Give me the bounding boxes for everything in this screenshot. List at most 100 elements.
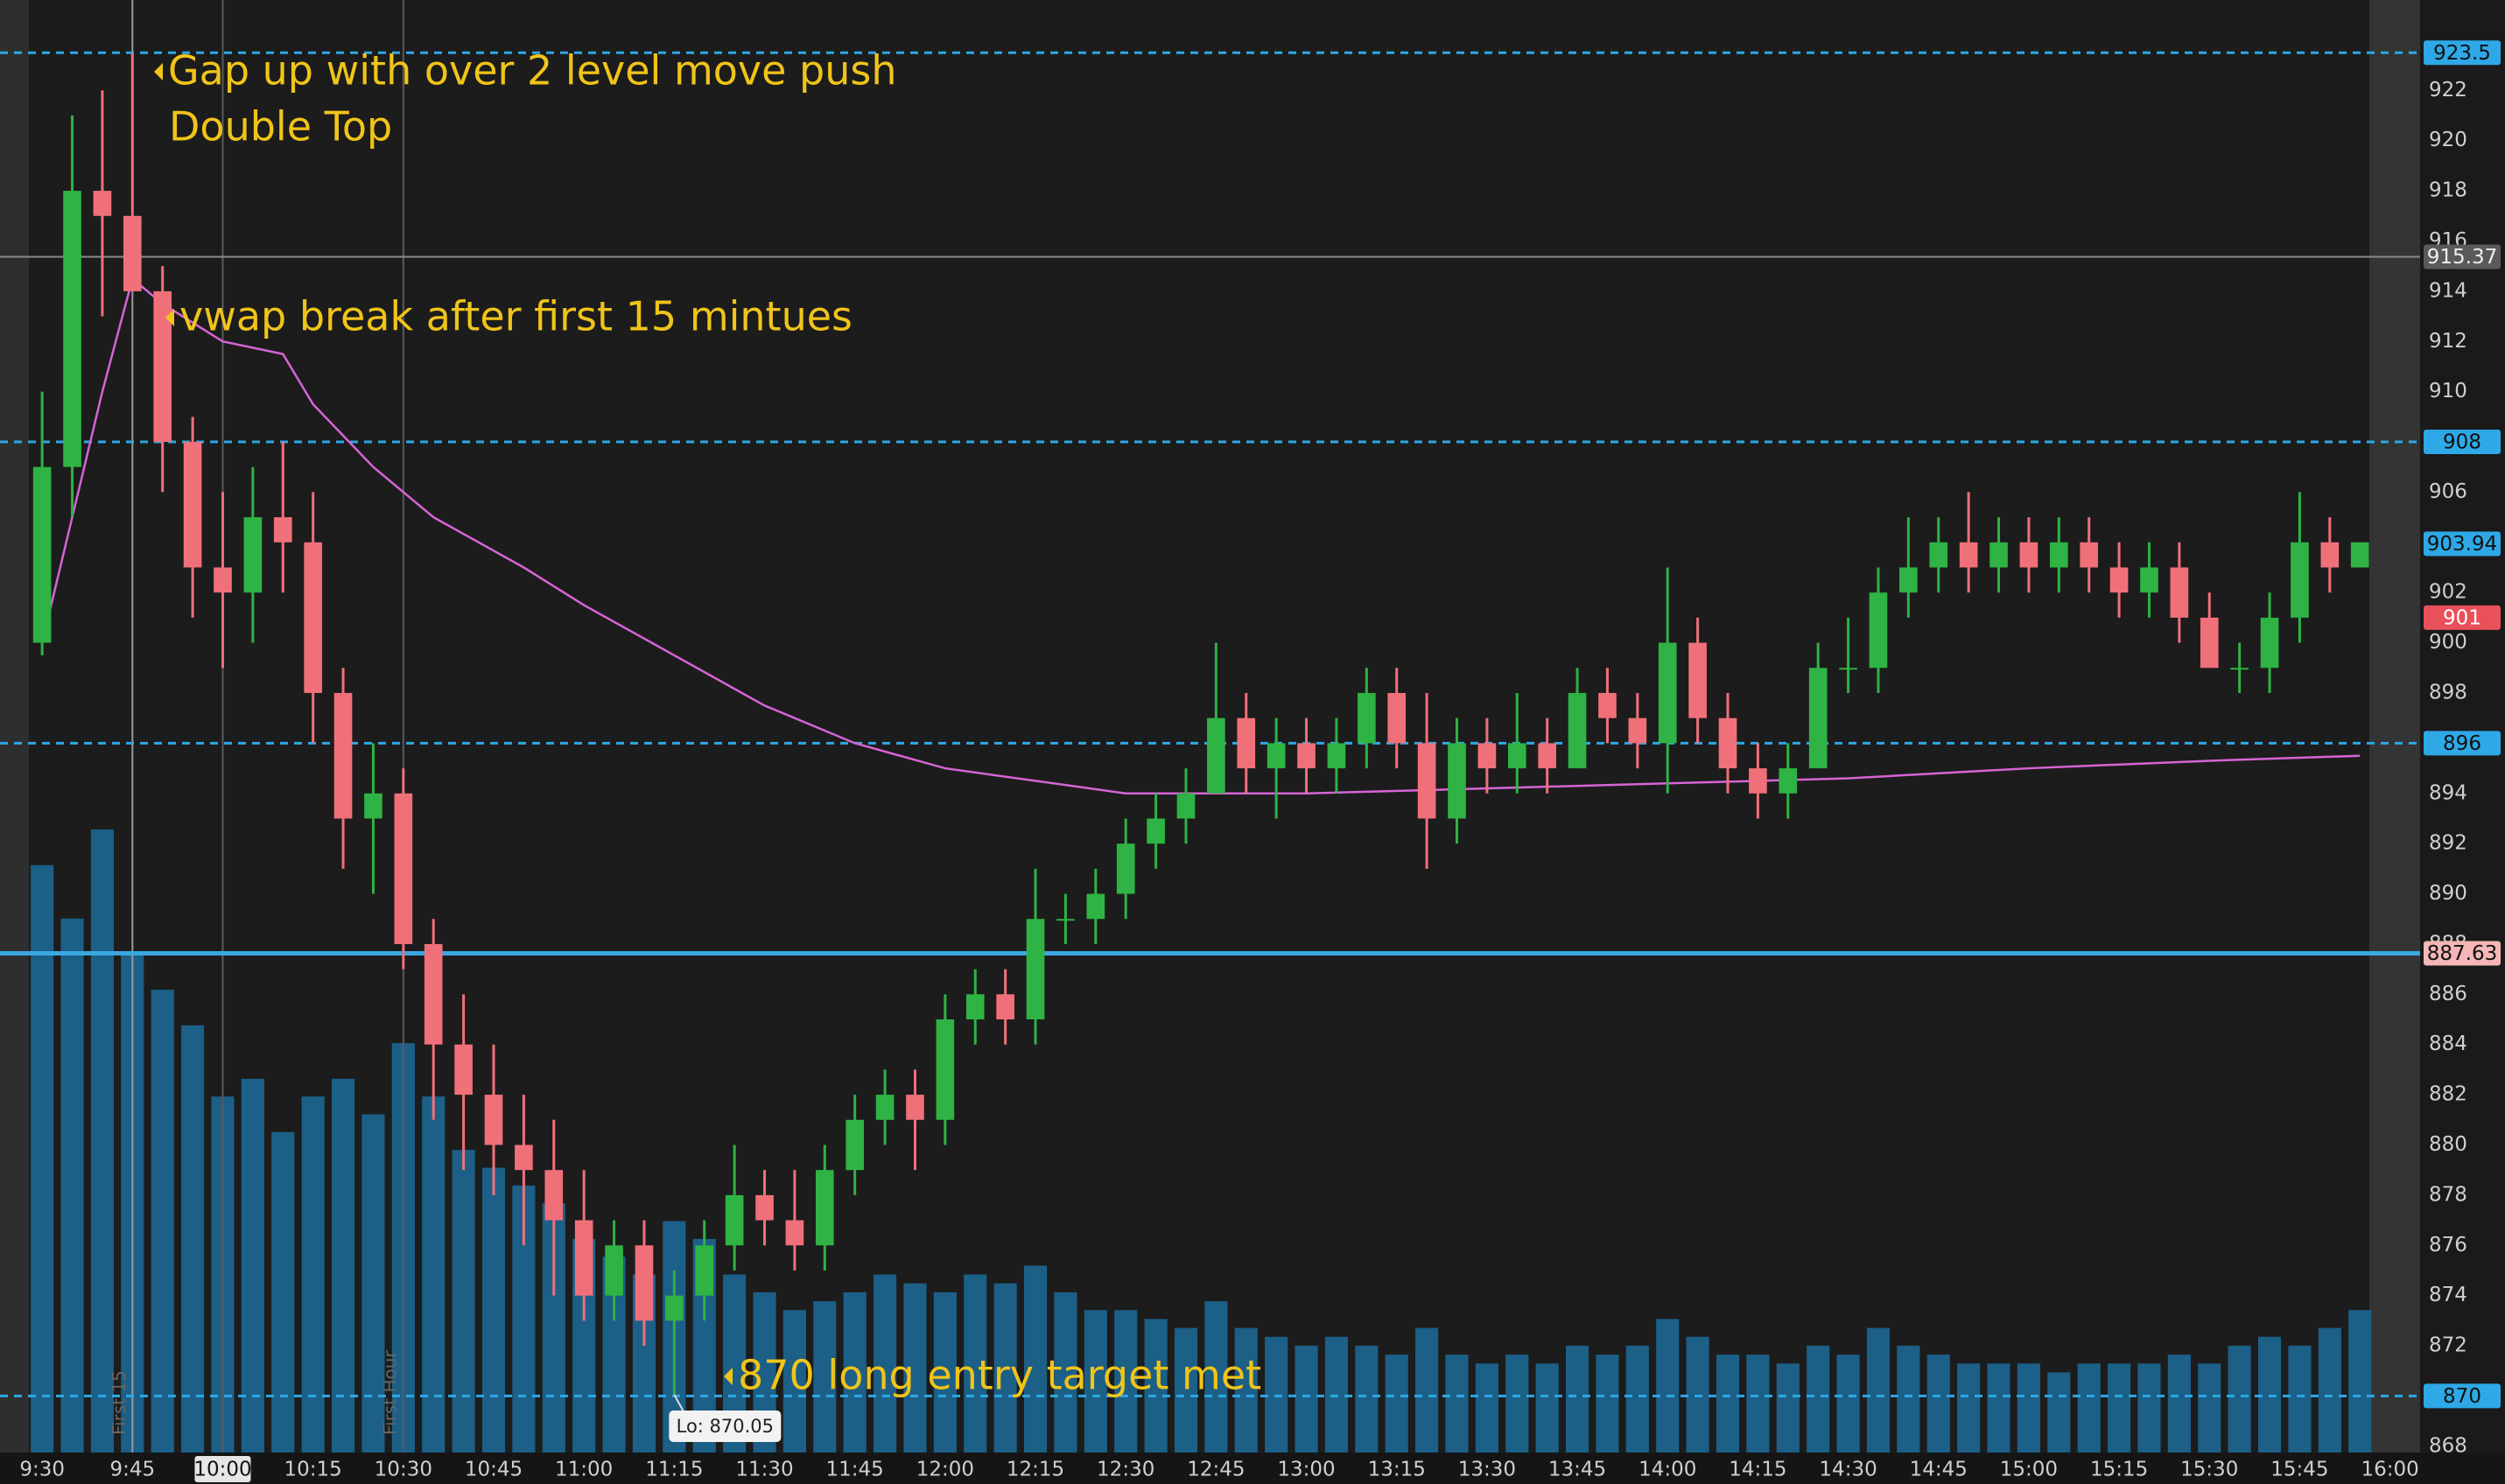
- candle-body: [574, 1220, 593, 1296]
- candle-body: [755, 1194, 774, 1221]
- volume-bar: [1385, 1354, 1408, 1452]
- candle-body: [454, 1044, 473, 1096]
- volume-bar: [422, 1096, 446, 1452]
- volume-bar: [933, 1292, 957, 1452]
- y-tick-label: 876: [2429, 1234, 2467, 1256]
- volume-bar: [2167, 1354, 2191, 1452]
- y-tick-label: 900: [2429, 631, 2467, 654]
- x-tick-label: 12:30: [1097, 1459, 1154, 1481]
- volume-bar: [1204, 1301, 1228, 1452]
- candle-body: [2080, 542, 2099, 568]
- candle-body: [1147, 818, 1165, 844]
- volume-bar: [2077, 1363, 2101, 1452]
- candle-body: [214, 567, 232, 593]
- candle-body: [2140, 567, 2158, 593]
- candle-body: [1808, 668, 1828, 769]
- candle-body: [1116, 844, 1135, 894]
- candle-body: [936, 1019, 955, 1120]
- price-label: 901: [2443, 606, 2481, 629]
- price-label: 923.5: [2433, 42, 2491, 65]
- annotation: vwap break after first 15 mintues: [179, 293, 853, 340]
- y-tick-label: 902: [2429, 581, 2467, 604]
- candle-body: [1297, 743, 1316, 769]
- y-tick-label: 918: [2429, 179, 2467, 202]
- x-tick-label: 14:45: [1910, 1459, 1968, 1481]
- x-tick-label: 13:15: [1368, 1459, 1426, 1481]
- candle-body: [1568, 692, 1587, 769]
- volume-bar: [481, 1167, 506, 1452]
- candle-body: [815, 1170, 834, 1246]
- volume-bar: [2198, 1363, 2221, 1452]
- y-tick-label: 898: [2429, 681, 2467, 704]
- volume-bar: [1355, 1345, 1379, 1452]
- candle-body: [1658, 642, 1677, 744]
- candle-body: [273, 517, 292, 542]
- x-tick-label: 15:15: [2090, 1459, 2148, 1481]
- candle-body: [1448, 743, 1466, 819]
- annotation: 870 long entry target met: [738, 1352, 1261, 1399]
- price-label-bg: [2424, 244, 2501, 270]
- candle-body: [32, 466, 52, 643]
- volume-bar: [181, 1025, 205, 1452]
- volume-bar: [1054, 1292, 1077, 1452]
- price-label-bg: [2424, 40, 2501, 66]
- candle-body: [1417, 743, 1436, 819]
- future-zone: [2369, 0, 2420, 1452]
- volume-bar: [1897, 1345, 1920, 1452]
- annotation-pointer: [154, 63, 163, 80]
- candle-body: [1267, 743, 1286, 769]
- y-tick-label: 892: [2429, 832, 2467, 855]
- candle-body: [1899, 567, 1918, 593]
- price-label-bg: [2424, 430, 2501, 455]
- y-tick-label: 912: [2429, 330, 2467, 353]
- candle-body: [243, 517, 263, 593]
- volume-bar: [964, 1274, 987, 1452]
- y-tick-label: 868: [2429, 1434, 2467, 1457]
- candle-body: [2049, 542, 2068, 568]
- candle-body: [63, 191, 81, 467]
- volume-bar: [2137, 1363, 2161, 1452]
- candle-body: [183, 442, 202, 568]
- candle-body: [1207, 718, 1225, 794]
- candle-body: [2200, 617, 2219, 668]
- candle-body: [1929, 542, 1948, 568]
- volume-bar: [2348, 1310, 2372, 1452]
- volume-bar: [813, 1301, 837, 1452]
- y-tick-label: 920: [2429, 129, 2467, 151]
- candle-body: [1779, 768, 1798, 794]
- candle-body: [1056, 919, 1075, 921]
- price-label: 915.37: [2427, 246, 2497, 269]
- candle-body: [1718, 718, 1737, 769]
- volume-bar: [271, 1131, 295, 1452]
- x-tick-label: 11:15: [645, 1459, 703, 1481]
- volume-bar: [843, 1292, 867, 1452]
- volume-bar: [1866, 1327, 1891, 1452]
- candle-body: [1839, 668, 1857, 670]
- y-tick-label: 910: [2429, 380, 2467, 402]
- x-tick-label: 15:45: [2270, 1459, 2328, 1481]
- candle-body: [1989, 542, 2008, 568]
- candle-body: [544, 1170, 564, 1221]
- volume-bar: [1295, 1345, 1318, 1452]
- annotation-pointer: [724, 1368, 733, 1385]
- volume-bar: [2228, 1345, 2251, 1452]
- candle-body: [1327, 743, 1346, 769]
- candle-body: [2320, 542, 2340, 568]
- candle-body: [1869, 592, 1888, 668]
- candle-body: [695, 1245, 714, 1296]
- volume-bar: [1174, 1327, 1198, 1452]
- volume-bar: [1475, 1363, 1498, 1452]
- volume-bar: [60, 918, 84, 1452]
- candle-body: [785, 1220, 804, 1246]
- x-tick-label: 14:00: [1638, 1459, 1696, 1481]
- price-label-bg: [2424, 941, 2501, 966]
- candle-body: [333, 692, 353, 819]
- candle-body: [1358, 692, 1376, 744]
- x-tick-label: 9:30: [19, 1459, 65, 1481]
- y-tick-label: 906: [2429, 480, 2467, 503]
- annotation: Double Top: [169, 103, 392, 150]
- candle-body: [2291, 542, 2309, 618]
- price-label: 887.63: [2427, 942, 2497, 965]
- candle-body: [1959, 542, 1978, 568]
